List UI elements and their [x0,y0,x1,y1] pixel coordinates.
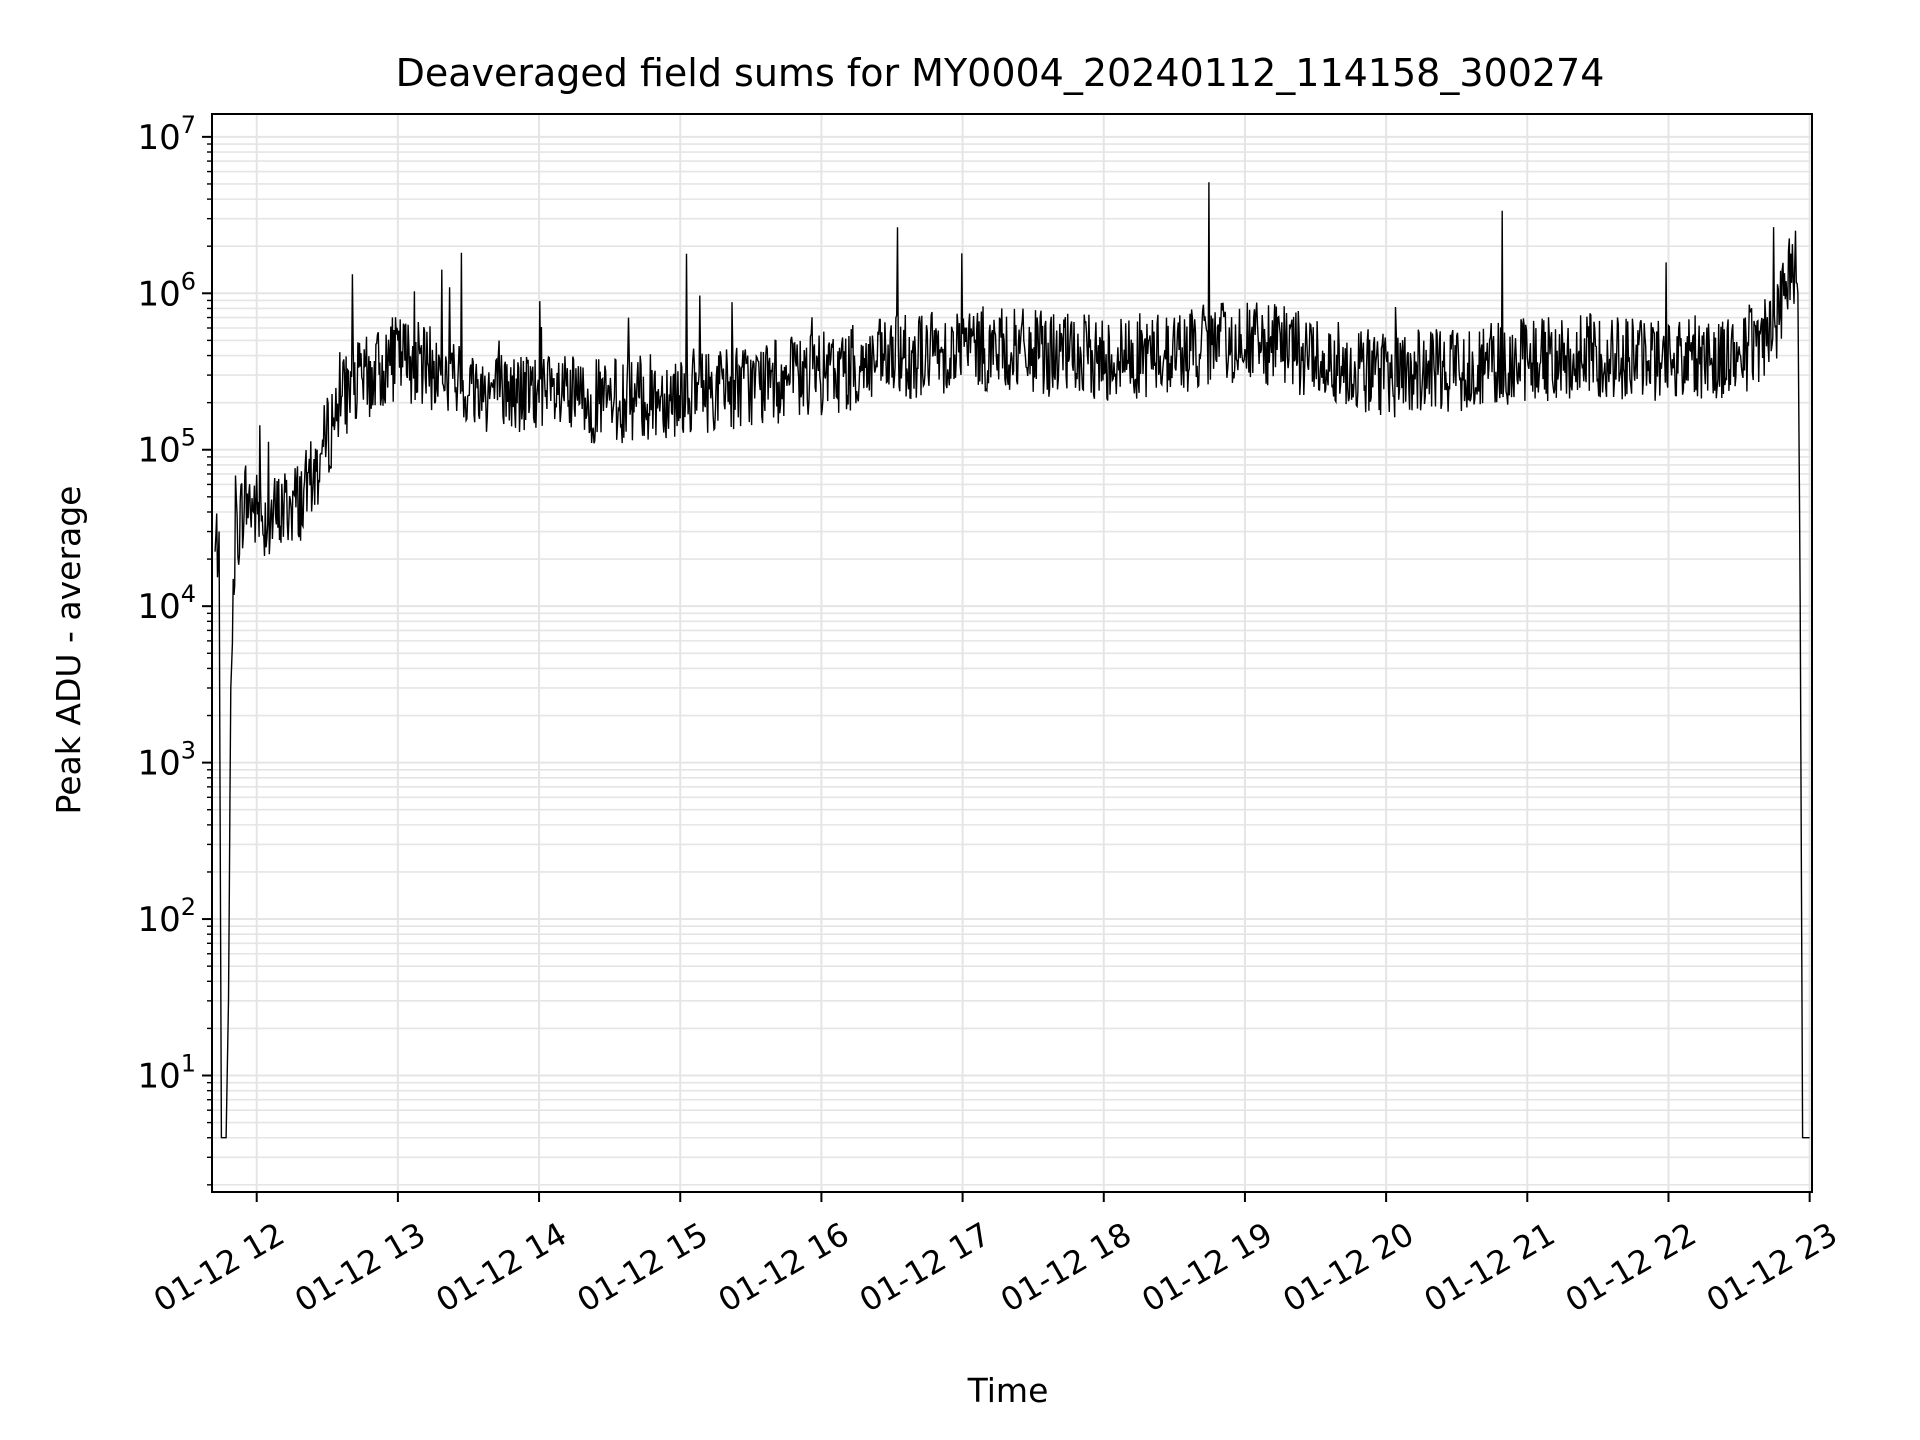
line-layer [214,182,1810,1139]
x-tick-label: 01-12 12 [147,1215,291,1320]
y-tick-label: 107 [137,111,196,158]
x-tick-label: 01-12 23 [1700,1215,1844,1320]
x-tick-label: 01-12 15 [571,1215,715,1320]
x-tick-label: 01-12 22 [1559,1215,1703,1320]
y-tick-label: 106 [137,267,196,314]
y-tick-label: 101 [137,1049,196,1096]
x-axis-label: Time [967,1371,1049,1410]
x-tick-label: 01-12 16 [712,1215,856,1320]
y-tick-label: 104 [137,580,196,627]
y-axis: 101 102 103 104 105 106 107 [137,111,212,1186]
x-tick-label: 01-12 21 [1418,1215,1562,1320]
x-tick-label: 01-12 14 [429,1215,573,1320]
y-tick-label: 103 [137,737,196,784]
chart-title: Deaveraged field sums for MY0004_2024011… [396,51,1605,95]
x-tick-label: 01-12 13 [288,1215,432,1320]
grid-layer [212,114,1812,1192]
x-tick-label: 01-12 17 [853,1215,997,1320]
y-tick-label: 102 [137,893,196,940]
y-axis-label: Peak ADU - average [49,486,88,815]
x-tick-label: 01-12 20 [1277,1215,1421,1320]
series-line [214,182,1810,1139]
x-tick-label: 01-12 19 [1135,1215,1279,1320]
y-tick-label: 105 [137,424,196,471]
x-tick-label: 01-12 18 [994,1215,1138,1320]
